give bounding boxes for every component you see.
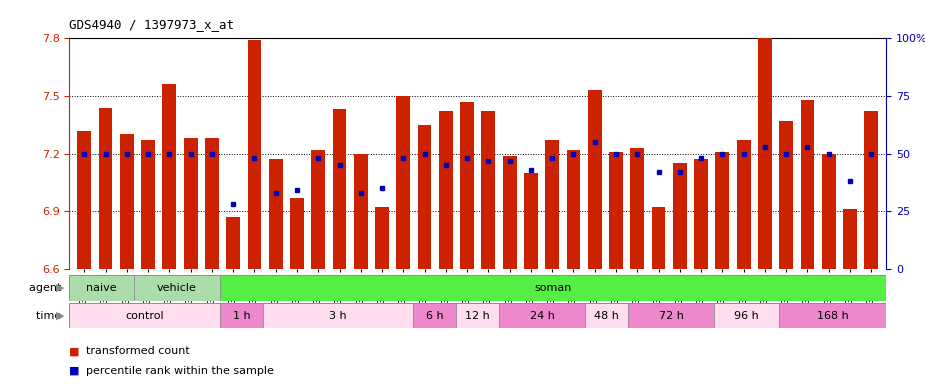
- Bar: [269, 159, 283, 269]
- Bar: [715, 152, 729, 269]
- Bar: [376, 207, 388, 269]
- Text: 24 h: 24 h: [530, 311, 555, 321]
- Bar: [184, 138, 198, 269]
- Text: control: control: [125, 311, 164, 321]
- Bar: [651, 207, 665, 269]
- Bar: [248, 40, 262, 269]
- Bar: [758, 38, 771, 269]
- Bar: [524, 173, 537, 269]
- Bar: [354, 154, 368, 269]
- Bar: [628, 303, 714, 328]
- Text: time: time: [36, 311, 65, 321]
- Bar: [630, 148, 644, 269]
- Text: agent: agent: [29, 283, 65, 293]
- Text: soman: soman: [535, 283, 572, 293]
- Bar: [418, 125, 431, 269]
- Bar: [500, 303, 586, 328]
- Bar: [736, 140, 750, 269]
- Text: ▶: ▶: [56, 311, 65, 321]
- Bar: [142, 140, 155, 269]
- Text: 3 h: 3 h: [329, 311, 347, 321]
- Bar: [609, 152, 623, 269]
- Bar: [439, 111, 452, 269]
- Text: percentile rank within the sample: percentile rank within the sample: [86, 366, 274, 376]
- Bar: [586, 303, 628, 328]
- Text: vehicle: vehicle: [157, 283, 197, 293]
- Text: 96 h: 96 h: [734, 311, 758, 321]
- Bar: [78, 131, 92, 269]
- Bar: [134, 275, 220, 301]
- Text: ▶: ▶: [56, 283, 65, 293]
- Bar: [263, 303, 413, 328]
- Bar: [163, 84, 177, 269]
- Text: 48 h: 48 h: [594, 311, 619, 321]
- Text: ■: ■: [69, 366, 80, 376]
- Text: naive: naive: [86, 283, 117, 293]
- Bar: [587, 90, 601, 269]
- Bar: [69, 275, 134, 301]
- Bar: [821, 154, 835, 269]
- Text: 72 h: 72 h: [659, 311, 684, 321]
- Bar: [567, 150, 580, 269]
- Bar: [714, 303, 779, 328]
- Bar: [397, 96, 410, 269]
- Bar: [220, 303, 263, 328]
- Bar: [333, 109, 347, 269]
- Text: ■: ■: [69, 346, 80, 356]
- Bar: [461, 102, 474, 269]
- Bar: [312, 150, 326, 269]
- Text: GDS4940 / 1397973_x_at: GDS4940 / 1397973_x_at: [69, 18, 234, 31]
- Text: 6 h: 6 h: [426, 311, 444, 321]
- Bar: [120, 134, 134, 269]
- Bar: [69, 303, 220, 328]
- Bar: [672, 163, 686, 269]
- Bar: [779, 121, 793, 269]
- Text: 168 h: 168 h: [817, 311, 848, 321]
- Bar: [864, 111, 878, 269]
- Bar: [413, 303, 456, 328]
- Bar: [779, 303, 886, 328]
- Bar: [843, 209, 857, 269]
- Bar: [220, 275, 886, 301]
- Bar: [482, 111, 495, 269]
- Bar: [800, 100, 814, 269]
- Text: 12 h: 12 h: [465, 311, 490, 321]
- Bar: [456, 303, 500, 328]
- Bar: [205, 138, 219, 269]
- Bar: [227, 217, 240, 269]
- Text: 1 h: 1 h: [232, 311, 250, 321]
- Text: transformed count: transformed count: [86, 346, 190, 356]
- Bar: [694, 159, 708, 269]
- Bar: [290, 198, 304, 269]
- Bar: [99, 108, 113, 269]
- Bar: [503, 156, 516, 269]
- Bar: [546, 140, 559, 269]
